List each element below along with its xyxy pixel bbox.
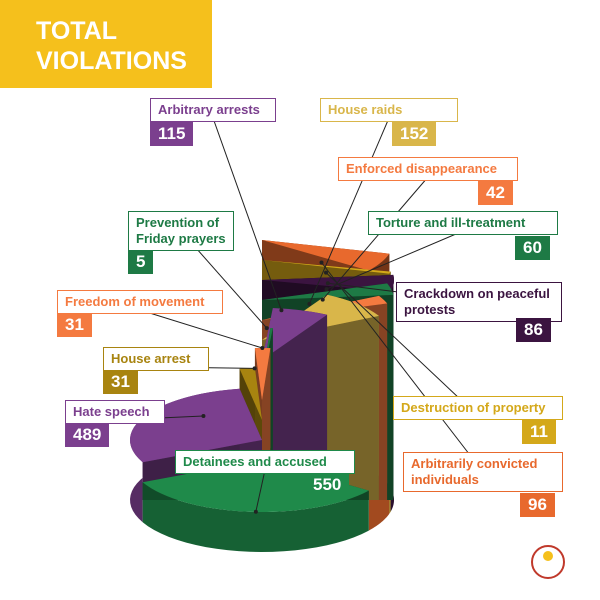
category-label: Arbitrary arrests xyxy=(150,98,276,122)
logo-dot xyxy=(543,551,553,561)
leader-dot xyxy=(253,509,258,514)
leader-dot xyxy=(252,366,257,371)
leader-line xyxy=(212,117,282,311)
category-label: Arbitrarily convicted individuals xyxy=(403,452,563,492)
leader-dot xyxy=(320,297,325,302)
category-label: Torture and ill-treatment xyxy=(368,211,558,235)
category-label: House raids xyxy=(320,98,458,122)
value-label: 31 xyxy=(57,313,92,337)
leader-dot xyxy=(319,260,324,265)
category-label: Prevention of Friday prayers xyxy=(128,211,234,251)
leader-line xyxy=(308,117,390,305)
leader-dot xyxy=(279,308,284,313)
value-label: 31 xyxy=(103,370,138,394)
category-label: Crackdown on peaceful protests xyxy=(396,282,562,322)
leader-dot xyxy=(201,414,206,419)
category-label: House arrest xyxy=(103,347,209,371)
category-label: Hate speech xyxy=(65,400,165,424)
value-label: 42 xyxy=(478,181,513,205)
value-label: 550 xyxy=(305,473,350,497)
logo xyxy=(531,545,565,579)
leader-line xyxy=(322,176,429,300)
value-label: 60 xyxy=(515,236,550,260)
value-label: 11 xyxy=(522,420,556,444)
leader-line xyxy=(321,262,484,473)
leader-dot xyxy=(264,326,269,331)
leader-line xyxy=(325,272,479,417)
value-label: 115 xyxy=(150,122,194,146)
leader-line xyxy=(326,230,464,290)
value-label: 86 xyxy=(516,318,551,342)
value-label: 152 xyxy=(392,122,437,146)
chart-title: TOTAL VIOLATIONS xyxy=(36,17,187,75)
slice-side xyxy=(142,482,369,552)
slice-top xyxy=(239,368,262,420)
leader-dot xyxy=(260,346,265,351)
leader-dot xyxy=(325,281,330,286)
category-label: Detainees and accused xyxy=(175,450,355,474)
leader-line xyxy=(139,309,263,349)
category-label: Enforced disappearance xyxy=(338,157,518,181)
category-label: Freedom of movement xyxy=(57,290,223,314)
value-label: 5 xyxy=(128,250,154,274)
title-box: TOTAL VIOLATIONS xyxy=(0,0,212,88)
slice-top xyxy=(262,308,328,360)
leader-dot xyxy=(307,301,312,306)
category-label: Destruction of property xyxy=(393,396,563,420)
leader-dot xyxy=(324,287,329,292)
slice-top xyxy=(254,347,271,400)
value-label: 489 xyxy=(65,423,110,447)
leader-line xyxy=(255,469,266,512)
slice-top xyxy=(262,260,391,274)
leader-dot xyxy=(324,270,329,275)
slice-top xyxy=(262,240,390,271)
value-label: 96 xyxy=(520,493,555,517)
